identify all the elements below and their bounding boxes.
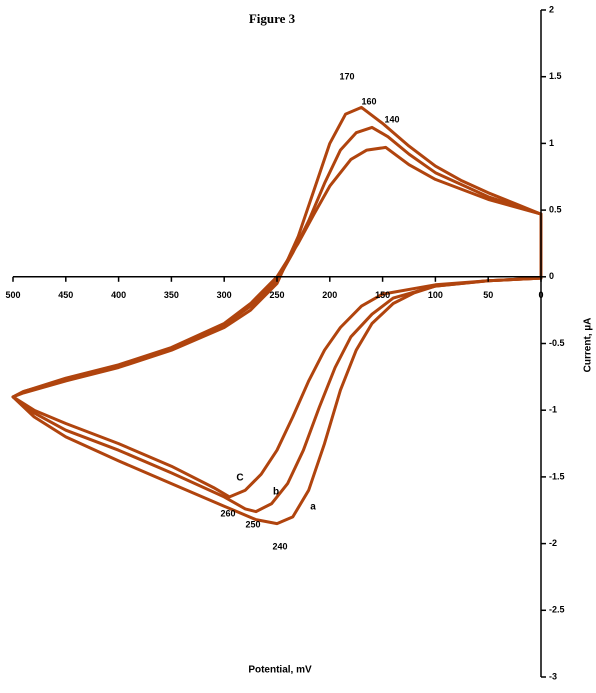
x-axis-label: Potential, mV [248,665,312,676]
y-tick-label: -1.5 [549,471,565,481]
y-tick-label: -3 [549,671,557,681]
annotation: 240 [272,541,287,551]
x-tick-label: 450 [58,290,73,300]
x-tick-label: 0 [538,290,543,300]
cv-curve [11,125,543,514]
y-tick-label: 2 [549,4,554,14]
y-tick-label: -2.5 [549,605,565,615]
x-tick-label: 350 [164,290,179,300]
x-tick-label: 500 [5,290,20,300]
y-tick-label: -1 [549,405,557,415]
annotation: b [273,487,279,498]
x-tick-label: 250 [269,290,284,300]
y-tick-label: 0 [549,271,554,281]
x-tick-label: 100 [428,290,443,300]
y-tick-label: 1.5 [549,71,562,81]
y-tick-label: 0.5 [549,204,562,214]
annotation: 160 [361,96,376,106]
cv-curve [11,105,543,526]
y-tick-label: -0.5 [549,338,565,348]
x-tick-label: 300 [217,290,232,300]
x-tick-label: 150 [375,290,390,300]
annotation: 170 [339,71,354,81]
annotation: 250 [245,519,260,529]
y-axis-label: Current, µA [583,318,594,373]
x-tick-label: 400 [111,290,126,300]
x-tick-label: 200 [322,290,337,300]
chart-title: Figure 3 [249,11,296,26]
y-tick-label: -2 [549,538,557,548]
annotation: 140 [384,114,399,124]
annotation: C [236,473,243,484]
annotation: 260 [220,508,235,518]
cv-curve [11,145,543,499]
x-tick-label: 50 [483,290,493,300]
y-tick-label: 1 [549,138,554,148]
annotation: a [310,502,316,513]
